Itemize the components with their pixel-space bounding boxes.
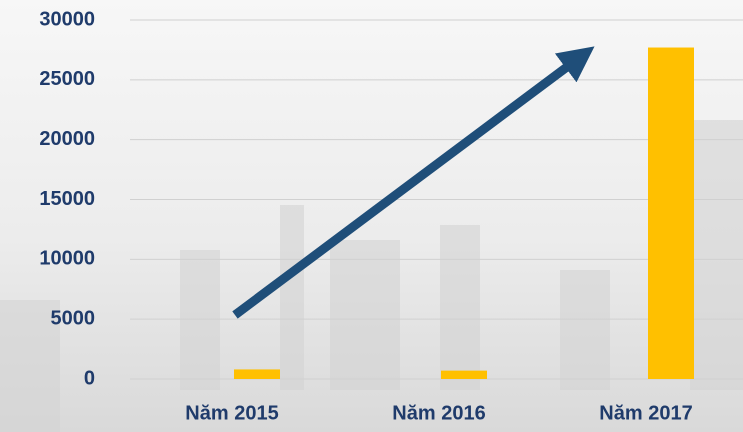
- y-tick-label: 0: [84, 367, 95, 389]
- y-tick-label: 25000: [39, 68, 95, 90]
- trend-arrow: [232, 46, 595, 319]
- x-tick-label: Năm 2017: [599, 402, 692, 424]
- x-tick-label: Năm 2016: [392, 402, 485, 424]
- y-tick-label: 20000: [39, 128, 95, 150]
- y-tick-label: 15000: [39, 188, 95, 210]
- bar: [441, 370, 487, 379]
- bar: [648, 47, 694, 379]
- y-tick-label: 30000: [39, 8, 95, 30]
- city-silhouette: [0, 120, 743, 432]
- x-tick-label: Năm 2015: [185, 402, 278, 424]
- bar: [234, 369, 280, 379]
- y-tick-label: 5000: [51, 307, 96, 329]
- y-tick-label: 10000: [39, 248, 95, 270]
